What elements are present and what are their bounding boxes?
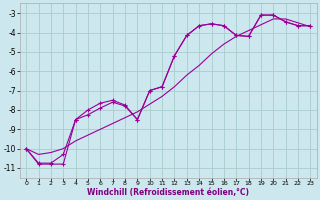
- X-axis label: Windchill (Refroidissement éolien,°C): Windchill (Refroidissement éolien,°C): [87, 188, 249, 197]
